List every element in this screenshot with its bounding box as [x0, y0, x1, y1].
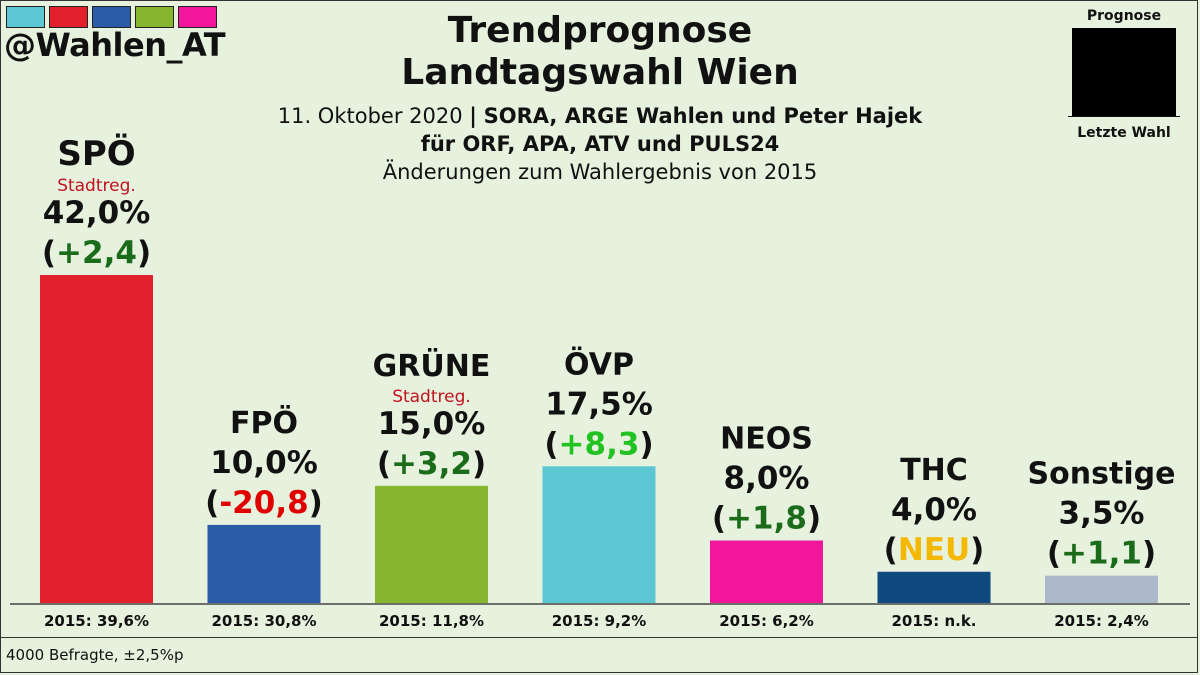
bar-1	[207, 524, 321, 603]
party-color-bar	[6, 6, 217, 28]
previous-label-4: 2015: 6,2%	[719, 612, 814, 630]
legend-prognose-label: Prognose	[1086, 8, 1162, 24]
title-block: Trendprognose Landtagswahl Wien 11. Okto…	[200, 10, 1000, 186]
percent-label-1: 10,0%	[210, 445, 318, 481]
subtitle-date: 11. Oktober 2020	[277, 104, 463, 128]
color-swatch-2	[92, 6, 131, 28]
category-label-0: SPÖ	[57, 133, 135, 174]
change-label-5: (NEU)	[884, 532, 985, 568]
legend-letzte-wahl-label: Letzte Wahl	[1077, 125, 1171, 141]
bar-3	[542, 466, 656, 603]
color-swatch-4	[178, 6, 217, 28]
category-label-5: THC	[900, 453, 968, 488]
bar-0	[40, 275, 153, 603]
previous-label-5: 2015: n.k.	[891, 612, 976, 630]
legend: Prognose Letzte Wahl	[1068, 8, 1180, 141]
color-swatch-1	[49, 6, 88, 28]
subtitle-source: SORA, ARGE Wahlen und Peter Hajek	[483, 104, 923, 128]
percent-label-5: 4,0%	[891, 492, 977, 528]
percent-label-3: 17,5%	[545, 386, 653, 422]
previous-label-1: 2015: 30,8%	[211, 612, 316, 630]
category-label-3: ÖVP	[564, 345, 634, 382]
change-label-0: (+2,4)	[42, 235, 151, 271]
subtitle-line1: 11. Oktober 2020 | SORA, ARGE Wahlen und…	[200, 102, 1000, 130]
chart-title-line2: Landtagswahl Wien	[401, 52, 799, 93]
subtitle-separator: |	[469, 104, 477, 128]
category-label-2: GRÜNE	[373, 347, 491, 384]
chart-title-line1: Trendprognose	[447, 10, 753, 51]
subtitle-line3: Änderungen zum Wahlergebnis von 2015	[382, 160, 818, 184]
category-label-4: NEOS	[720, 422, 813, 457]
change-label-3: (+8,3)	[544, 426, 653, 462]
change-label-1: (-20,8)	[205, 485, 323, 521]
percent-label-2: 15,0%	[378, 406, 486, 442]
color-swatch-0	[6, 6, 45, 28]
color-swatch-3	[135, 6, 174, 28]
change-label-6: (+1,1)	[1047, 536, 1156, 572]
percent-label-4: 8,0%	[724, 461, 810, 497]
legend-prognose-swatch	[1072, 28, 1176, 116]
previous-label-0: 2015: 39,6%	[44, 612, 149, 630]
note-label-2: Stadtreg.	[392, 387, 471, 407]
subtitle-line2: für ORF, APA, ATV und PULS24	[420, 132, 780, 156]
bar-5	[877, 571, 991, 603]
previous-label-3: 2015: 9,2%	[552, 612, 647, 630]
bar-4	[710, 540, 823, 603]
account-handle: @Wahlen_AT	[4, 26, 226, 64]
previous-label-6: 2015: 2,4%	[1054, 612, 1149, 630]
bar-6	[1045, 575, 1158, 603]
category-label-6: Sonstige	[1028, 457, 1176, 492]
percent-label-6: 3,5%	[1059, 496, 1145, 532]
category-label-1: FPÖ	[230, 404, 298, 441]
change-label-2: (+3,2)	[377, 446, 486, 482]
bar-2	[375, 485, 488, 603]
change-label-4: (+1,8)	[712, 501, 821, 537]
previous-label-2: 2015: 11,8%	[379, 612, 484, 630]
note-label-0: Stadtreg.	[57, 176, 136, 196]
legend-baseline	[1068, 116, 1180, 117]
footer-note: 4000 Befragte, ±2,5%p	[0, 637, 1198, 673]
percent-label-0: 42,0%	[43, 195, 151, 231]
